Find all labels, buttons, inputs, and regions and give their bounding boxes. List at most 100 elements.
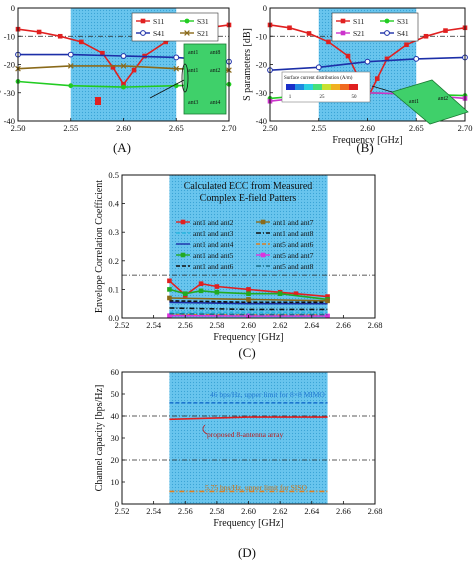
pb-legend-marker-0 <box>340 18 346 24</box>
pb-series-0-point-9 <box>404 42 409 48</box>
pc-xtick-label-1: 2.54 <box>146 320 162 330</box>
pc-ytick-label-3: 0.2 <box>108 256 119 266</box>
pb-series-3-point-2 <box>364 58 371 65</box>
pa-series-3-point-2 <box>120 63 127 69</box>
pd-ytick-label-4: 20 <box>111 455 120 465</box>
pa-legend-box <box>131 12 219 42</box>
pb-colorbar-step-5 <box>331 84 340 90</box>
pb-colorbar-step-1 <box>295 84 304 90</box>
pb-ytick-label-3: -30 <box>256 88 267 98</box>
pb-series-0-point-11 <box>443 28 448 33</box>
pb-colorbar-step-2 <box>304 84 313 90</box>
pc-series-5-point-0 <box>167 295 172 301</box>
pa-inset-label-5: ant8 <box>210 50 220 56</box>
panel-label-a: (A) <box>113 140 131 155</box>
pc-series-8-point-2 <box>325 313 330 319</box>
pc-series-5-point-2 <box>325 298 330 304</box>
pc-legend-label-8: ant5 and ant7 <box>273 251 314 260</box>
pb-colorbar-step-6 <box>340 84 349 90</box>
pc-legend-label-7: ant5 and ant6 <box>273 240 314 249</box>
pb-series-0-point-10 <box>423 33 429 39</box>
pc-legend-label-4: ant1 and ant6 <box>193 262 234 271</box>
pb-series-0-point-4 <box>345 53 351 59</box>
pa-legend-label-2: S41 <box>153 29 165 38</box>
pb-xtick-label-4: 2.70 <box>458 123 473 133</box>
pc-xlabel: Frequency [GHz] <box>213 332 283 343</box>
pb-colorbar-title: Surface current distribution (A/m) <box>284 76 353 81</box>
pa-legend-label-0: S11 <box>153 17 165 26</box>
pa-inset-label-0: ant1 <box>188 68 198 74</box>
pb-ytick-label-0: 0 <box>263 3 267 13</box>
pa-series-3-point-3 <box>173 65 180 72</box>
pa-series-2-point-1 <box>67 51 74 58</box>
pd-xtick-label-1: 2.54 <box>146 506 162 516</box>
pb-series-0-point-1 <box>287 25 292 31</box>
pd-ytick-label-2: 40 <box>111 411 120 421</box>
pb-colorbar-tick-2: 50 <box>352 95 358 100</box>
panel-label-c: (C) <box>238 345 255 360</box>
pc-ytick-label-4: 0.1 <box>108 284 119 294</box>
pb-series-3-point-1 <box>315 64 322 71</box>
pc-ytick-label-1: 0.4 <box>108 199 119 209</box>
pb-series-0-point-3 <box>326 39 331 45</box>
pb-series-3-point-3 <box>413 55 420 62</box>
pd-xtick-label-0: 2.52 <box>115 506 130 516</box>
pa-legend-marker-3 <box>184 30 190 36</box>
pc-ytick-label-2: 0.3 <box>108 227 119 237</box>
panel-label-d: (D) <box>238 545 256 560</box>
pc-series-0-point-4 <box>246 287 251 292</box>
pc-legend-label-5: ant1 and ant7 <box>273 218 314 227</box>
pb-series-0-point-8 <box>384 56 390 62</box>
pc-xtick-label-3: 2.58 <box>209 320 224 330</box>
pc-legend-label-3: ant1 and ant5 <box>193 251 234 260</box>
pc-series-3-point-0 <box>167 287 172 292</box>
pd-xtick-label-7: 2.66 <box>336 506 351 516</box>
pb-ytick-label-2: -20 <box>256 60 267 70</box>
pd-xtick-label-6: 2.64 <box>304 506 320 516</box>
pa-ytick-label-3: -30 <box>4 88 15 98</box>
pa-ytick-label-4: -40 <box>4 116 15 126</box>
pd-ylabel: Channel capacity [bps/Hz] <box>94 385 105 492</box>
pc-ylabel: Envelope Correlation Coefficient <box>94 180 105 313</box>
pc-legend-label-1: ant1 and ant3 <box>193 229 234 238</box>
pa-series-0-point-3 <box>79 39 84 45</box>
panel-label-b: (B) <box>356 140 373 155</box>
pa-series-0-point-9 <box>163 39 168 45</box>
pc-series-0-point-0 <box>167 278 172 284</box>
pd-series-line-1 <box>169 416 328 421</box>
pc-legend-label-2: ant1 and ant4 <box>193 240 234 249</box>
pc-ytick-label-5: 0.0 <box>108 313 119 323</box>
pc-ytick-label-0: 0.5 <box>108 170 119 180</box>
pc-series-line-6 <box>169 307 328 311</box>
chart-layer: 2.50 2.55 2.60 2.65 2.70 0 -10 -20 -30 -40 S param… <box>0 3 472 529</box>
pd-ytick-label-1: 50 <box>111 389 120 399</box>
pb-legend-marker-2 <box>340 30 346 36</box>
pa-series-0-point-5 <box>110 65 116 70</box>
pa-xtick-label-2: 2.60 <box>116 123 131 133</box>
pb-legend-label-2: S21 <box>353 29 365 38</box>
pa-ylabel: S parameters [dB] <box>0 28 1 101</box>
pb-series-0-point-7 <box>374 76 380 81</box>
pd-xtick-label-8: 2.68 <box>368 506 383 516</box>
pc-xtick-label-5: 2.62 <box>273 320 288 330</box>
pb-legend-label-0: S11 <box>353 17 365 26</box>
pa-inset-feed <box>95 97 101 105</box>
pc-title-line-0: Calculated ECC from Measured <box>184 181 313 192</box>
pc-series-5-point-1 <box>246 297 251 302</box>
pc-series-3-point-3 <box>214 289 220 295</box>
pa-inset-label-2: ant3 <box>188 100 198 106</box>
pc-series-3-point-2 <box>198 288 204 294</box>
pb-inset-connector <box>371 85 393 93</box>
pb-inset-label-1: ant2 <box>438 96 448 102</box>
pc-series-8-point-0 <box>167 313 172 319</box>
pd-annotation-array-arrow <box>202 424 208 435</box>
pb-xtick-label-1: 2.55 <box>311 123 326 133</box>
pc-legend-marker-0 <box>180 219 186 225</box>
pc-legend-label-0: ant1 and ant2 <box>193 218 234 227</box>
pd-ytick-label-6: 0 <box>115 499 119 509</box>
pc-legend-label-9: ant5 and ant8 <box>273 262 314 271</box>
pa-legend-marker-1 <box>184 18 190 24</box>
pd-annotation-array: proposed 8-antenna array <box>207 430 283 439</box>
pc-xtick-label-2: 2.56 <box>178 320 193 330</box>
